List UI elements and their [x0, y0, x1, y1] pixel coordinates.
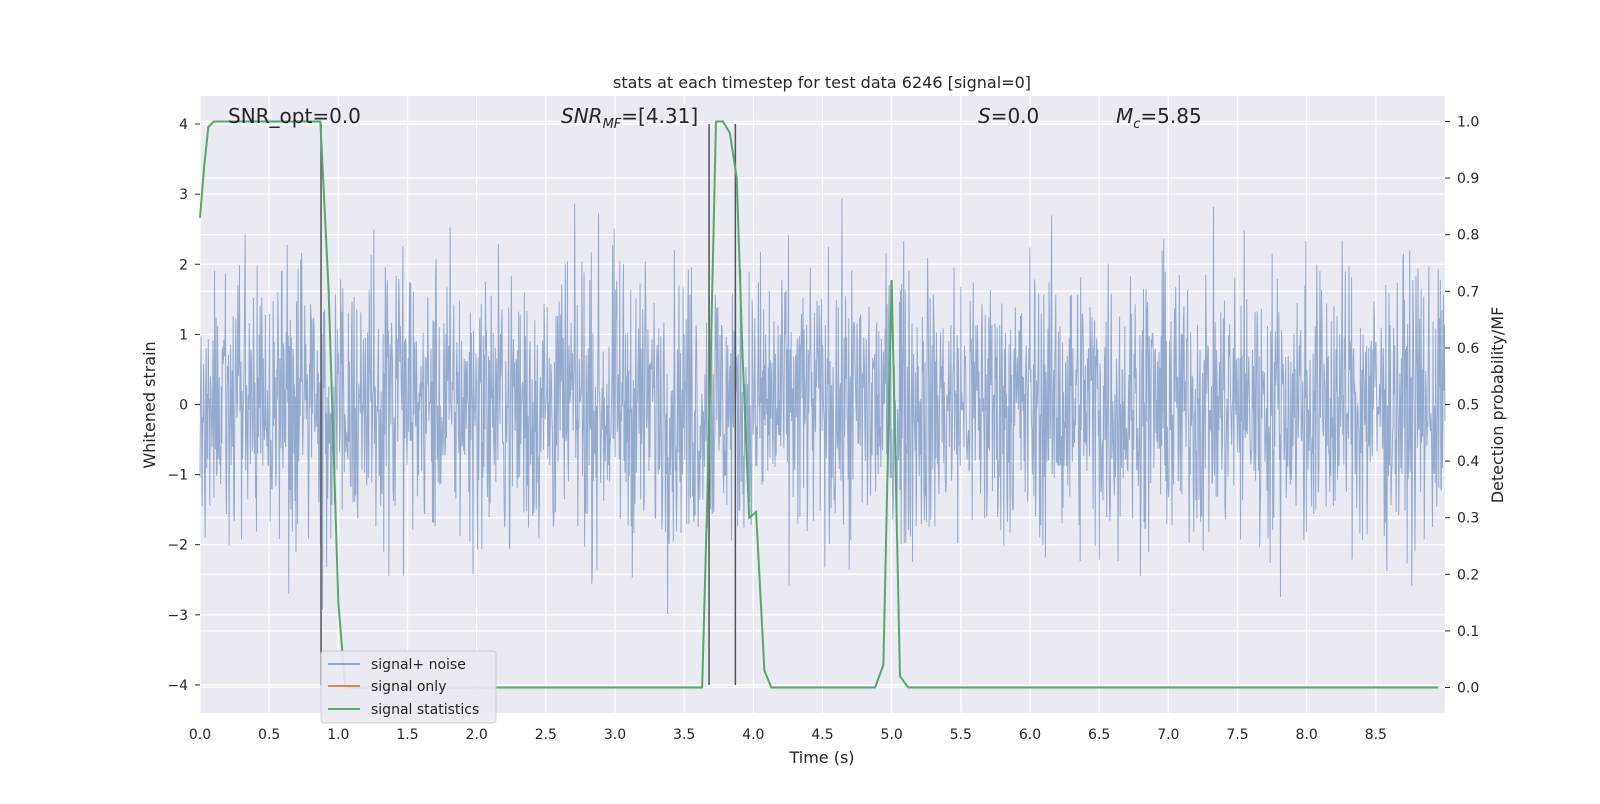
annotation-snr-mf-main: SNR [561, 104, 603, 128]
y-right-tick-label: 0.1 [1457, 624, 1479, 640]
x-tick-label: 4.5 [811, 727, 833, 743]
x-tick-label: 7.0 [1157, 727, 1179, 743]
y-left-tick-label: 2 [179, 257, 188, 273]
annotation-mc-main: M [1116, 104, 1133, 128]
annotation-snr-opt: SNR_opt=0.0 [228, 104, 361, 128]
y-left-tick-label: −1 [167, 468, 188, 484]
y-left-tick-label: 4 [179, 117, 188, 133]
x-tick-label: 2.5 [535, 727, 557, 743]
annotation-s-main: S [978, 104, 991, 128]
y-right-tick-label: 0.7 [1457, 284, 1479, 300]
y-left-tick-label: −4 [167, 678, 188, 694]
legend-label-signal-only: signal only [371, 679, 446, 695]
annotation-snr-mf-sub: MF [603, 117, 622, 132]
x-tick-label: 0.5 [258, 727, 280, 743]
x-tick-label: 6.0 [1019, 727, 1041, 743]
x-tick-label: 1.5 [396, 727, 418, 743]
x-tick-label: 5.5 [950, 727, 972, 743]
y-left-tick-label: −2 [167, 538, 188, 554]
y-right-tick-label: 0.2 [1457, 567, 1479, 583]
x-tick-label: 3.5 [673, 727, 695, 743]
legend-box [320, 650, 497, 724]
legend-label-signal-statistics: signal statistics [371, 702, 479, 718]
annotation-s: S=0.0 [978, 104, 1039, 128]
x-axis-label: Time (s) [788, 748, 854, 767]
x-tick-label: 8.5 [1365, 727, 1387, 743]
tick-labels: 0.0 0.5 1.0 1.5 2.0 2.5 3.0 3.5 4.0 4.5 5.0 5.5 6.0 6… [167, 114, 1479, 743]
legend-label-signal-noise: signal+ noise [371, 657, 466, 673]
annotation-mc-value: =5.85 [1140, 104, 1201, 128]
x-tick-label: 7.5 [1226, 727, 1248, 743]
x-tick-label: 4.0 [742, 727, 764, 743]
signal-statistics-line [199, 120, 1439, 689]
y-right-tick-label: 1.0 [1457, 114, 1479, 130]
x-tick-label: 2.0 [466, 727, 488, 743]
x-tick-label: 5.0 [881, 727, 903, 743]
legend: signal+ noise signal only signal statist… [320, 650, 497, 724]
y-right-tick-label: 0.9 [1457, 171, 1479, 187]
y-right-tick-label: 0.4 [1457, 454, 1479, 470]
annotation-s-value: =0.0 [991, 104, 1040, 128]
y-left-tick-label: 1 [179, 327, 188, 343]
y-left-tick-label: 0 [179, 398, 188, 414]
chart-title: stats at each timestep for test data 624… [613, 73, 1031, 92]
x-tick-label: 8.0 [1296, 727, 1318, 743]
annotation-snr-mf-value: =[4.31] [621, 104, 698, 128]
y-left-tick-label: 3 [179, 187, 188, 203]
x-tick-label: 0.0 [189, 727, 211, 743]
y-right-tick-label: 0.6 [1457, 341, 1479, 357]
x-tick-label: 1.0 [327, 727, 349, 743]
y-axis-left-label: Whitened strain [140, 341, 159, 468]
series-signal-noise [199, 198, 1446, 615]
y-left-tick-label: −3 [167, 608, 188, 624]
x-tick-label: 3.0 [604, 727, 626, 743]
y-right-tick-label: 0.5 [1457, 398, 1479, 414]
y-right-tick-label: 0.0 [1457, 681, 1479, 697]
annotation-snr-mf: SNRMF=[4.31] [561, 104, 698, 132]
x-tick-label: 6.5 [1088, 727, 1110, 743]
y-right-tick-label: 0.8 [1457, 228, 1479, 244]
series-signal-statistics [199, 120, 1439, 689]
annotation-mc: Mc=5.85 [1116, 104, 1202, 132]
y-right-tick-label: 0.3 [1457, 511, 1479, 527]
signal-noise-line [199, 198, 1446, 615]
annotation-mc-sub: c [1133, 117, 1140, 132]
y-axis-right-label: Detection probability/MF [1488, 307, 1507, 504]
